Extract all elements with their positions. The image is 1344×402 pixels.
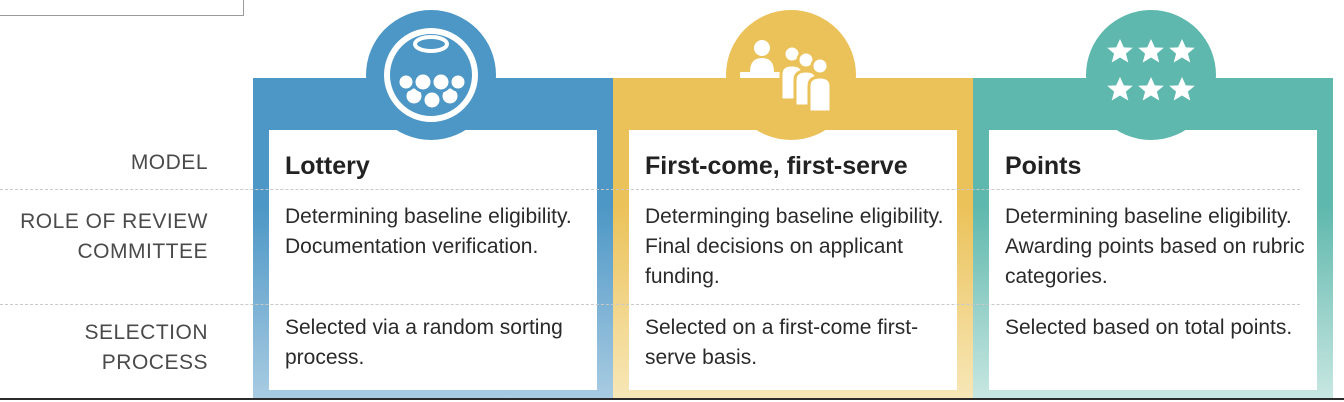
row-label-model: MODEL (130, 151, 208, 174)
column-panel: First-come, first-serve Determinging bas… (629, 130, 957, 390)
row-divider (0, 189, 1300, 190)
column-selection-text: Selected based on total points. (1005, 316, 1293, 339)
lottery-ball-icon (366, 10, 496, 140)
column-title: Lottery (285, 152, 370, 180)
column-role-text: Determining baseline eligibility. Docume… (285, 205, 572, 258)
queue-icon (726, 10, 856, 140)
bottom-rule (0, 398, 1344, 400)
column-role-text: Determining baseline eligibility. Awardi… (1005, 205, 1305, 288)
column-selection-text: Selected on a first-come first-serve bas… (645, 316, 919, 369)
stars-icon (1086, 10, 1216, 140)
row-label-role: ROLE OF REVIEW COMMITTEE (20, 210, 208, 263)
top-left-frame (0, 0, 244, 16)
column-title: Points (1005, 152, 1082, 180)
column-role-text: Determinging baseline eligibility. Final… (645, 205, 944, 288)
column-title: First-come, first-serve (645, 152, 908, 180)
column-panel: Points Determining baseline eligibility.… (989, 130, 1317, 390)
column-first-come: First-come, first-serve Determinging bas… (613, 78, 973, 400)
column-points: Points Determining baseline eligibility.… (973, 78, 1333, 400)
column-selection-text: Selected via a random sorting process. (285, 316, 563, 369)
column-panel: Lottery Determining baseline eligibility… (269, 130, 597, 390)
row-divider (0, 304, 1300, 305)
row-label-selection: SELECTION PROCESS (84, 321, 208, 374)
